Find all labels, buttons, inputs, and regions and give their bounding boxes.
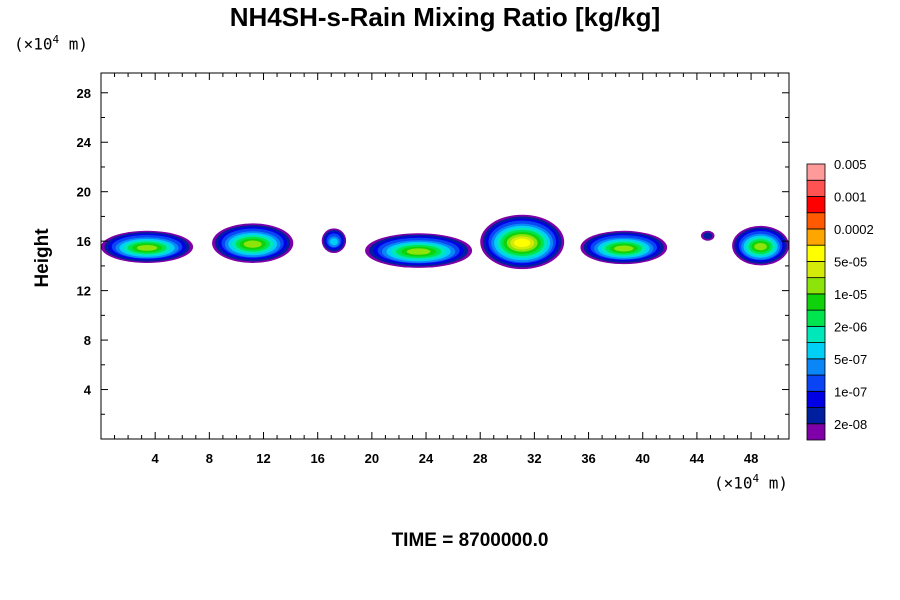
colorbar-label: 0.0002 [834, 222, 874, 237]
colorbar-label: 0.001 [834, 189, 867, 204]
x-tick-label: 44 [690, 451, 705, 466]
colorbar-swatch [806, 179, 826, 197]
y-tick-label: 28 [77, 86, 91, 101]
contour-level [514, 238, 531, 248]
colorbar-swatch [806, 309, 826, 327]
x-tick-label: 36 [581, 451, 595, 466]
colorbar-swatch [806, 244, 826, 262]
colorbar-label: 2e-06 [834, 319, 867, 334]
contour-level [703, 232, 713, 239]
x-tick-label: 20 [365, 451, 379, 466]
colorbar-swatch [806, 228, 826, 246]
contour-feature [732, 225, 789, 266]
colorbar-label: 5e-07 [834, 352, 867, 367]
x-tick-label: 32 [527, 451, 541, 466]
chart-title: NH4SH-s-Rain Mixing Ratio [kg/kg] [229, 2, 661, 32]
contour-feature [321, 228, 347, 254]
x-tick-label: 8 [206, 451, 213, 466]
colorbar-swatch [806, 325, 826, 343]
contour-level [136, 244, 158, 251]
colorbar-swatch [806, 293, 826, 311]
colorbar-label: 0.005 [834, 157, 867, 172]
contour-level [243, 240, 262, 248]
y-tick-label: 8 [84, 333, 91, 348]
y-unit-exponent: 4 [52, 33, 60, 46]
y-tick-label: 16 [77, 234, 91, 249]
x-unit-prefix: (×10 [714, 473, 753, 493]
y-axis-unit: (×104 m) [14, 33, 88, 53]
contour-feature [700, 230, 715, 241]
x-tick-label: 48 [744, 451, 758, 466]
x-tick-label: 16 [310, 451, 324, 466]
colorbar-swatch [806, 390, 826, 408]
colorbar-swatch [806, 407, 826, 425]
contour-level [754, 243, 767, 251]
colorbar-swatch [806, 342, 826, 360]
colorbar-label: 2e-08 [834, 417, 867, 432]
contour-feature [101, 230, 194, 263]
x-unit-exponent: 4 [752, 472, 760, 485]
y-tick-label: 24 [77, 135, 92, 150]
x-unit-suffix: m) [759, 473, 789, 493]
x-tick-label: 28 [473, 451, 487, 466]
colorbar-swatch [806, 196, 826, 214]
colorbar-swatch [806, 163, 826, 181]
colorbar-swatch [806, 212, 826, 230]
colorbar-swatch [806, 261, 826, 279]
colorbar: 2e-08 1e-07 5e-07 2e-06 1e-05 5e-05 0.0002 0.00… [806, 157, 874, 441]
y-unit-suffix: m) [59, 34, 89, 54]
x-tick-label: 4 [152, 451, 160, 466]
y-tick-label: 20 [77, 185, 91, 200]
x-tick-label: 40 [635, 451, 649, 466]
contour-feature [212, 223, 294, 263]
colorbar-label: 1e-05 [834, 287, 867, 302]
time-label: TIME = 8700000.0 [391, 530, 549, 551]
x-axis-unit: (×104 m) [714, 472, 788, 492]
colorbar-label: 5e-05 [834, 254, 867, 269]
contour-feature [480, 214, 565, 270]
y-tick-label: 4 [84, 383, 92, 398]
contour-feature [580, 230, 668, 265]
colorbar-swatch [806, 423, 826, 441]
contour-level [614, 245, 634, 252]
colorbar-swatch [806, 358, 826, 376]
y-axis: 4 8 12 16 20 24 28 [77, 86, 789, 415]
x-tick-label: 24 [419, 451, 434, 466]
contour-feature [365, 233, 473, 268]
colorbar-swatch [806, 277, 826, 295]
y-unit-prefix: (×10 [14, 34, 53, 54]
x-axis: 4 8 12 16 20 24 28 32 36 40 44 48 [114, 73, 779, 466]
x-tick-label: 12 [256, 451, 270, 466]
contour-field [101, 214, 789, 270]
colorbar-swatch [806, 374, 826, 392]
contour-level [406, 248, 431, 255]
contour-level [330, 238, 338, 246]
plot-frame [100, 72, 790, 440]
y-tick-label: 12 [77, 284, 91, 299]
colorbar-label: 1e-07 [834, 384, 867, 399]
